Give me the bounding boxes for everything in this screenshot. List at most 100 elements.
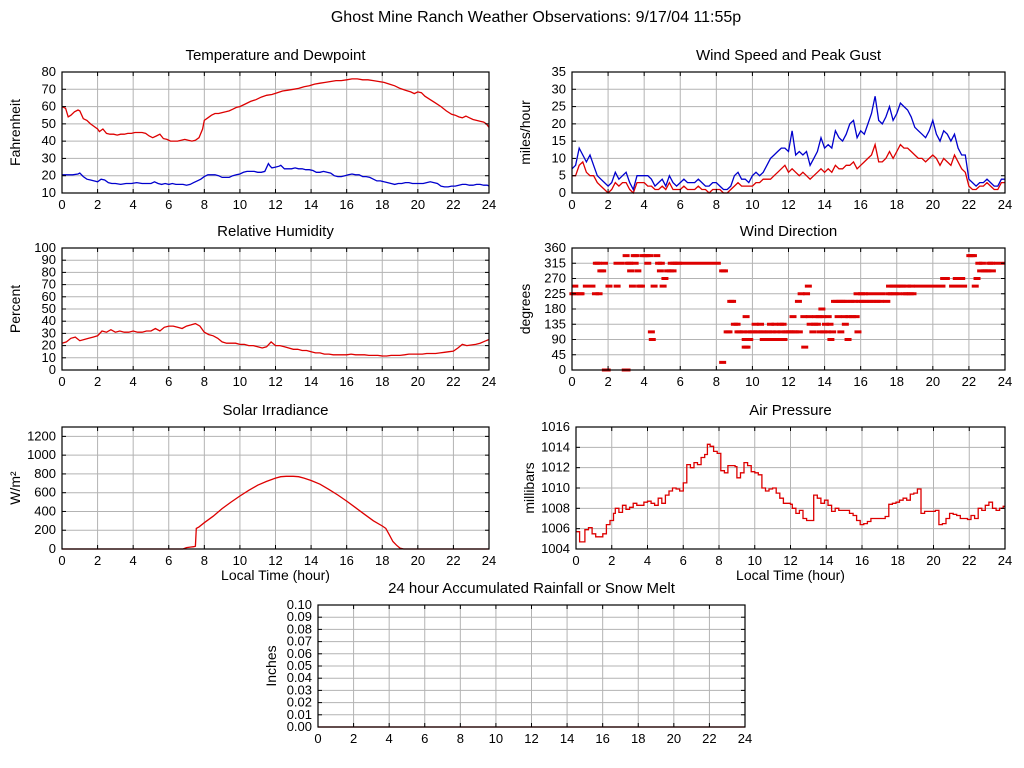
- wind-direction-dash: [824, 315, 832, 319]
- x-tick-label: 0: [58, 197, 65, 212]
- wind-direction-dash: [812, 315, 820, 319]
- wind-direction-dash: [877, 299, 885, 303]
- x-tick-label: 22: [962, 374, 976, 389]
- x-tick-label: 10: [748, 553, 762, 568]
- x-tick-label: 16: [855, 553, 869, 568]
- wind-direction-dash: [595, 292, 603, 296]
- x-tick-label: 10: [745, 197, 759, 212]
- y-axis-title: millibars: [521, 462, 537, 513]
- wind-direction-dash: [977, 269, 985, 273]
- x-tick-label: 10: [233, 553, 247, 568]
- y-tick-label: 10: [42, 350, 56, 365]
- wind-direction-dash: [942, 277, 950, 280]
- wind-direction-dash: [761, 330, 769, 334]
- x-tick-label: 20: [411, 374, 425, 389]
- y-tick-label: 135: [544, 316, 566, 331]
- y-tick-label: 100: [34, 240, 56, 255]
- chart-relative-humidity: 0 2 4 6 8 10 12 14 16 18 20 22 240102030405060708090…: [7, 223, 496, 389]
- x-tick-label: 22: [446, 197, 460, 212]
- wind-direction-dash: [780, 338, 788, 341]
- x-tick-label: 18: [890, 374, 904, 389]
- x-tick-label: 20: [926, 553, 940, 568]
- y-tick-label: 30: [42, 150, 56, 165]
- wind-direction-dash: [742, 315, 750, 319]
- wind-direction-dash: [841, 322, 849, 326]
- y-tick-label: 40: [42, 133, 56, 148]
- y-tick-label: 0.10: [287, 597, 312, 612]
- y-tick-label: 15: [552, 133, 566, 148]
- y-tick-label: 200: [34, 522, 56, 537]
- wind-direction-dash: [850, 299, 858, 303]
- wind-direction-dash: [746, 338, 754, 341]
- x-tick-label: 14: [817, 374, 831, 389]
- y-tick-label: 80: [42, 264, 56, 279]
- y-tick-label: 45: [552, 347, 566, 362]
- x-tick-label: 2: [608, 553, 615, 568]
- dewpoint-line: [62, 162, 490, 188]
- x-tick-label: 8: [457, 731, 464, 746]
- wind-direction-dash: [632, 254, 640, 258]
- wind-direction-dash: [809, 330, 817, 334]
- x-tick-label: 22: [446, 553, 460, 568]
- wind-direction-dash: [823, 330, 831, 334]
- y-tick-label: 1010: [541, 480, 570, 495]
- wind-direction-dash: [826, 322, 834, 326]
- wind-direction-dash: [646, 254, 654, 258]
- x-tick-label: 0: [572, 553, 579, 568]
- wind-direction-dash: [840, 315, 848, 319]
- wind-direction-dash: [907, 284, 915, 288]
- wind-direction-dash: [834, 315, 842, 319]
- x-tick-label: 8: [715, 553, 722, 568]
- wind-direction-dash: [647, 330, 655, 334]
- wind-direction-dash: [820, 330, 828, 334]
- x-tick-label: 4: [641, 374, 648, 389]
- x-tick-label: 16: [595, 731, 609, 746]
- y-tick-label: 70: [42, 81, 56, 96]
- wind-direction-dash: [794, 299, 802, 303]
- wind-direction-dash: [733, 322, 741, 326]
- wind-direction-dash: [797, 292, 805, 296]
- x-tick-label: 8: [201, 197, 208, 212]
- x-axis-title: Local Time (hour): [221, 567, 330, 583]
- wind-direction-dash: [769, 338, 777, 341]
- x-tick-label: 0: [314, 731, 321, 746]
- x-tick-label: 18: [631, 731, 645, 746]
- wind-direction-dash: [818, 307, 826, 311]
- wind-direction-dash: [801, 345, 809, 349]
- x-tick-label: 6: [677, 374, 684, 389]
- grid: [575, 426, 1006, 550]
- y-tick-label: 60: [42, 99, 56, 114]
- y-tick-label: 20: [42, 338, 56, 353]
- y-tick-label: 0: [49, 362, 56, 377]
- x-tick-label: 12: [268, 374, 282, 389]
- y-tick-label: 35: [552, 64, 566, 79]
- x-tick-label: 16: [853, 197, 867, 212]
- y-tick-label: 0.07: [287, 634, 312, 649]
- x-tick-label: 20: [926, 374, 940, 389]
- wind-direction-dash: [759, 338, 767, 341]
- chart-air-pressure: 0 2 4 6 8 10 12 14 16 18 20 22 241004100610081010101…: [521, 402, 1012, 583]
- x-tick-label: 8: [713, 197, 720, 212]
- wind-direction-dash: [744, 330, 752, 334]
- y-axis-title: Fahrenheit: [7, 99, 23, 166]
- chart-title: Solar Irradiance: [223, 402, 329, 419]
- grid: [571, 247, 1006, 371]
- wind-direction-dash: [669, 269, 677, 273]
- x-tick-label: 10: [745, 374, 759, 389]
- x-tick-label: 10: [233, 197, 247, 212]
- wind-direction-dash: [765, 330, 773, 334]
- y-tick-label: 1012: [541, 460, 570, 475]
- wind-direction-dash: [816, 330, 824, 334]
- x-tick-label: 18: [375, 374, 389, 389]
- wind-direction-dash: [627, 269, 635, 273]
- x-tick-label: 24: [738, 731, 752, 746]
- x-tick-label: 2: [94, 374, 101, 389]
- x-tick-label: 0: [58, 553, 65, 568]
- grid: [61, 427, 490, 550]
- x-tick-label: 0: [568, 374, 575, 389]
- wind-direction-dash: [763, 338, 771, 341]
- x-tick-label: 6: [165, 197, 172, 212]
- grid: [571, 71, 1006, 194]
- x-tick-label: 10: [233, 374, 247, 389]
- x-tick-label: 4: [386, 731, 393, 746]
